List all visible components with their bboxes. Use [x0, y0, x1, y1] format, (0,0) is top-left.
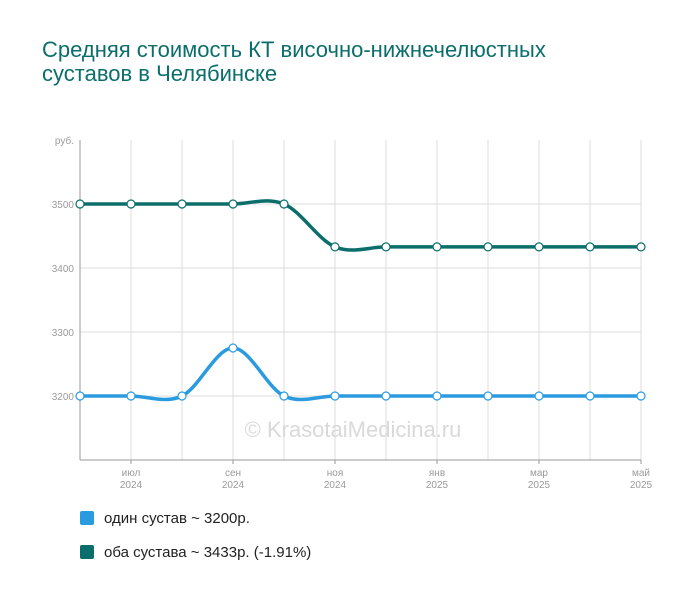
- chart-points: [75, 199, 646, 401]
- legend-swatch: [80, 511, 94, 525]
- x-tick-label-year: 2024: [324, 480, 347, 491]
- data-point: [381, 242, 391, 252]
- x-tick-label-year: 2024: [120, 480, 143, 491]
- data-point: [330, 242, 340, 252]
- legend-item-2: оба сустава ~ 3433р. (-1.91%): [80, 542, 311, 562]
- data-point: [75, 199, 85, 209]
- legend-item-1: один сустав ~ 3200р.: [80, 508, 311, 528]
- data-point: [534, 242, 544, 252]
- x-tick-label-month: мар: [530, 468, 548, 479]
- y-tick-label: 3400: [52, 264, 75, 275]
- data-point: [330, 391, 340, 401]
- data-point: [177, 391, 187, 401]
- data-point: [279, 199, 289, 209]
- chart-axes: 3200330034003500руб.июл2024сен2024ноя202…: [52, 135, 653, 491]
- data-point: [177, 199, 187, 209]
- legend-swatch: [80, 545, 94, 559]
- data-point: [432, 391, 442, 401]
- chart-series: [78, 199, 643, 402]
- chart-legend: один сустав ~ 3200р. оба сустава ~ 3433р.…: [80, 508, 311, 576]
- data-point: [636, 391, 646, 401]
- data-point: [75, 391, 85, 401]
- data-point: [228, 343, 238, 353]
- x-tick-label-year: 2025: [528, 480, 551, 491]
- chart-grid: [79, 140, 642, 460]
- y-tick-label: 3200: [52, 392, 75, 403]
- x-tick-label-year: 2025: [426, 480, 449, 491]
- x-tick-label-month: май: [632, 468, 650, 479]
- data-point: [534, 391, 544, 401]
- y-axis-label: руб.: [55, 135, 74, 147]
- line-chart: © KrasotaiMedicina.ru 3200 3300 3400 3500 ру…: [52, 135, 653, 491]
- y-tick-label: 3300: [52, 328, 75, 339]
- data-point: [279, 391, 289, 401]
- x-tick-label-month: июл: [122, 468, 141, 479]
- series-line-1: [78, 346, 643, 402]
- x-tick-label-month: янв: [429, 468, 445, 479]
- legend-label: один сустав ~ 3200р.: [104, 509, 250, 527]
- data-point: [126, 199, 136, 209]
- x-tick-label-month: сен: [225, 468, 241, 479]
- data-point: [636, 242, 646, 252]
- legend-label: оба сустава ~ 3433р. (-1.91%): [104, 543, 312, 561]
- data-point: [483, 242, 493, 252]
- data-point: [585, 391, 595, 401]
- data-point: [585, 242, 595, 252]
- x-tick-label-year: 2025: [630, 480, 653, 491]
- x-tick-label-year: 2024: [222, 480, 245, 491]
- data-point: [228, 199, 238, 209]
- y-tick-label: 3500: [52, 200, 75, 211]
- x-tick-label-month: ноя: [327, 468, 344, 479]
- chart-title: Средняя стоимость КТ височно-нижнечелюст…: [42, 37, 546, 86]
- watermark: © KrasotaiMedicina.ru: [245, 417, 462, 442]
- data-point: [126, 391, 136, 401]
- data-point: [381, 391, 391, 401]
- series-line-2: [78, 199, 643, 252]
- data-point: [483, 391, 493, 401]
- data-point: [432, 242, 442, 252]
